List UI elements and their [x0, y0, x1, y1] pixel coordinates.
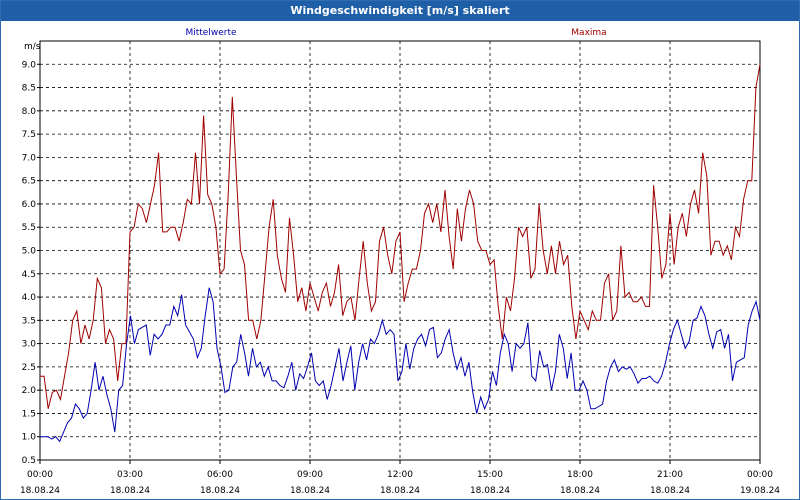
y-tick-label: 6.0	[22, 200, 37, 210]
x-tick-date: 18.08.24	[290, 486, 330, 496]
y-tick-label: 1.0	[22, 433, 37, 443]
y-axis-label: m/s	[24, 42, 41, 52]
x-tick-time: 15:00	[477, 470, 503, 480]
y-tick-label: 0.5	[22, 456, 36, 466]
x-tick-time: 00:00	[747, 470, 773, 480]
y-axis: 0.5 1.0 1.5 2.0 2.5 3.0 3.5 4.0 4.5 5.0 5.5 6.0 6.5 7…	[22, 60, 40, 466]
x-tick-time: 21:00	[657, 470, 683, 480]
y-tick-label: 6.5	[22, 177, 36, 187]
series-lines	[40, 64, 761, 443]
x-tick-date: 18.08.24	[650, 486, 690, 496]
x-tick-date: 18.08.24	[200, 486, 240, 496]
window-title: Windgeschwindigkeit [m/s] skaliert	[1, 1, 799, 21]
x-tick-date: 18.08.24	[20, 486, 60, 496]
x-tick-time: 18:00	[567, 470, 593, 480]
y-tick-label: 4.5	[22, 270, 36, 280]
series-maxima-line	[40, 64, 761, 409]
x-tick-date: 18.08.24	[470, 486, 510, 496]
x-tick-date: 18.08.24	[110, 486, 150, 496]
x-axis: 00:00 18.08.24 03:00 18.08.24 06:00 18.08.24 0…	[20, 460, 780, 496]
x-tick-time: 12:00	[387, 470, 413, 480]
y-tick-label: 1.5	[22, 409, 36, 419]
legend-maxima: Maxima	[571, 28, 606, 38]
x-tick-date: 18.08.24	[380, 486, 420, 496]
legend-mittelwerte: Mittelwerte	[185, 28, 236, 38]
y-tick-label: 2.5	[22, 363, 36, 373]
y-tick-label: 4.0	[22, 293, 37, 303]
series-mittelwerte-line	[40, 287, 761, 443]
x-tick-date: 18.08.24	[560, 486, 600, 496]
y-tick-label: 2.0	[22, 386, 37, 396]
x-tick-time: 06:00	[207, 470, 233, 480]
y-tick-label: 3.5	[22, 316, 36, 326]
x-tick-time: 03:00	[117, 470, 143, 480]
x-tick-time: 09:00	[297, 470, 323, 480]
x-tick-date: 19.08.24	[740, 486, 780, 496]
y-tick-label: 8.5	[22, 84, 36, 94]
y-tick-label: 5.5	[22, 223, 36, 233]
y-tick-label: 7.0	[22, 153, 37, 163]
y-tick-label: 8.0	[22, 107, 37, 117]
y-tick-label: 5.0	[22, 247, 37, 257]
y-tick-label: 9.0	[22, 60, 37, 70]
grid-lines	[40, 41, 760, 460]
y-tick-label: 7.5	[22, 130, 36, 140]
x-tick-time: 00:00	[27, 470, 53, 480]
y-tick-label: 3.0	[22, 340, 37, 350]
